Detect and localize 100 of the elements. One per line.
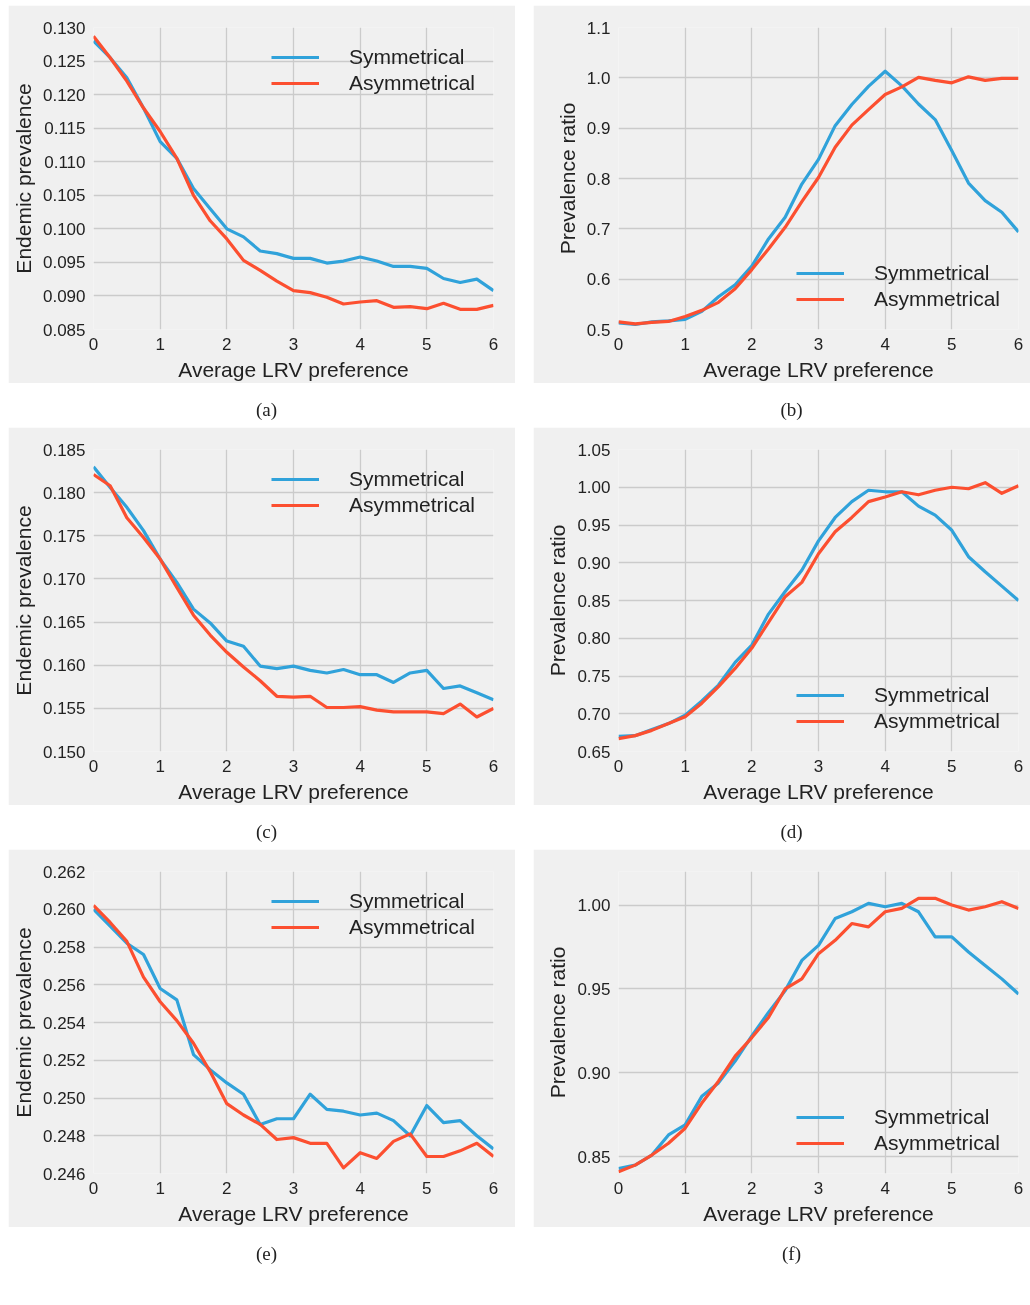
y-tick-label: 1.05 [577,440,611,460]
text: (c) [255,820,278,844]
y-tick-label: 0.95 [577,979,611,999]
legend-label: Symmetrical [873,1105,990,1129]
x-tick-label: 0 [613,334,624,354]
y-tick-label: 0.9 [586,119,611,139]
y-tick-label: 0.090 [42,286,86,306]
x-tick-label: 5 [422,756,432,776]
y-tick-label: 1.00 [577,478,611,498]
y-axis-title: Prevalence ratio [546,946,570,1099]
text: (e) [255,1242,278,1266]
legend-label: Asymmetrical [348,493,475,517]
x-axis-title: Average LRV preference [703,357,934,381]
y-tick-label: 0.155 [42,699,86,719]
y-tick-label: 0.110 [44,152,86,172]
x-tick-label: 5 [947,1178,957,1198]
x-tick-label: 1 [155,334,165,354]
y-tick-label: 0.185 [42,440,86,460]
y-tick-label: 0.75 [577,667,611,686]
y-tick-label: 0.7 [586,219,611,239]
x-tick-label: 0 [613,1178,624,1198]
y-axis-title: Prevalence ratio [546,524,570,677]
y-tick-label: 0.085 [42,320,86,340]
x-tick-label: 0 [88,334,99,354]
legend-label: Symmetrical [348,889,465,913]
y-tick-label: 0.095 [42,253,86,273]
y-tick-label: 0.170 [42,569,86,589]
x-tick-label: 3 [288,334,299,354]
x-tick-label: 1 [680,756,690,776]
x-tick-label: 6 [1013,1178,1024,1198]
legend-label: Asymmetrical [348,71,475,95]
y-tick-label: 0.95 [577,516,611,535]
x-tick-label: 5 [422,334,432,354]
y-axis-title: Endemic prevalence [11,505,35,696]
x-tick-label: 5 [947,756,957,776]
x-tick-label: 2 [222,334,232,354]
x-tick-label: 3 [813,1178,824,1198]
y-tick-label: 0.180 [42,483,86,503]
legend-label: Symmetrical [348,467,465,491]
x-tick-label: 6 [1013,334,1024,354]
y-tick-label: 0.80 [577,629,611,649]
x-tick-label: 0 [88,1178,99,1198]
y-tick-label: 0.125 [42,52,86,72]
x-tick-label: 1 [155,1178,165,1198]
y-tick-label: 1.1 [586,18,611,38]
x-tick-label: 5 [422,1178,432,1198]
y-axis-title: Prevalence ratio [555,102,579,255]
x-axis-title: Average LRV preference [703,779,934,803]
x-tick-label: 0 [88,756,99,776]
x-tick-label: 1 [155,756,165,776]
y-axis-title: Endemic prevalence [11,83,35,274]
x-tick-label: 2 [747,756,757,776]
y-tick-label: 0.252 [42,1051,86,1071]
x-axis-title: Average LRV preference [178,779,409,803]
y-tick-label: 0.8 [586,169,611,189]
y-tick-label: 0.160 [42,656,86,676]
x-tick-label: 3 [813,334,824,354]
y-tick-label: 0.130 [42,18,86,38]
y-tick-label: 0.65 [577,742,611,762]
legend-label: Symmetrical [348,45,465,69]
text: (b) [780,398,803,422]
text: (f) [782,1242,801,1266]
legend-label: Asymmetrical [873,709,1000,733]
y-tick-label: 0.246 [42,1164,86,1184]
legend-label: Asymmetrical [873,1131,1000,1155]
x-axis-title: Average LRV preference [703,1201,934,1225]
y-tick-label: 0.90 [577,553,611,573]
x-tick-label: 4 [880,334,890,354]
x-tick-label: 0 [613,756,624,776]
x-tick-label: 2 [222,756,232,776]
y-tick-label: 0.5 [586,320,611,340]
y-tick-label: 1.0 [586,68,611,88]
y-tick-label: 0.85 [577,591,611,611]
y-tick-label: 0.260 [42,900,86,920]
y-tick-label: 0.90 [577,1063,611,1083]
y-tick-label: 0.85 [577,1147,611,1167]
x-tick-label: 6 [488,334,499,354]
y-tick-label: 0.262 [42,862,86,882]
x-axis-title: Average LRV preference [178,1201,409,1225]
y-tick-label: 0.256 [42,975,86,995]
x-tick-label: 1 [680,1178,690,1198]
x-tick-label: 5 [947,334,957,354]
x-tick-label: 4 [355,756,365,776]
y-tick-label: 0.120 [42,85,86,105]
y-axis-title: Endemic prevalence [11,927,35,1118]
x-tick-label: 1 [680,334,690,354]
legend-label: Symmetrical [873,261,990,285]
y-tick-label: 0.100 [42,219,86,239]
x-tick-label: 3 [288,756,299,776]
x-axis-title: Average LRV preference [178,357,409,381]
x-tick-label: 4 [880,1178,890,1198]
x-tick-label: 6 [1013,756,1024,776]
x-tick-label: 3 [288,1178,299,1198]
legend-label: Symmetrical [873,683,990,707]
y-tick-label: 1.00 [577,896,611,916]
y-tick-label: 0.258 [42,938,86,957]
y-tick-label: 0.70 [577,704,611,724]
x-tick-label: 3 [813,756,824,776]
legend-label: Asymmetrical [873,287,1000,311]
y-tick-label: 0.105 [42,186,86,206]
